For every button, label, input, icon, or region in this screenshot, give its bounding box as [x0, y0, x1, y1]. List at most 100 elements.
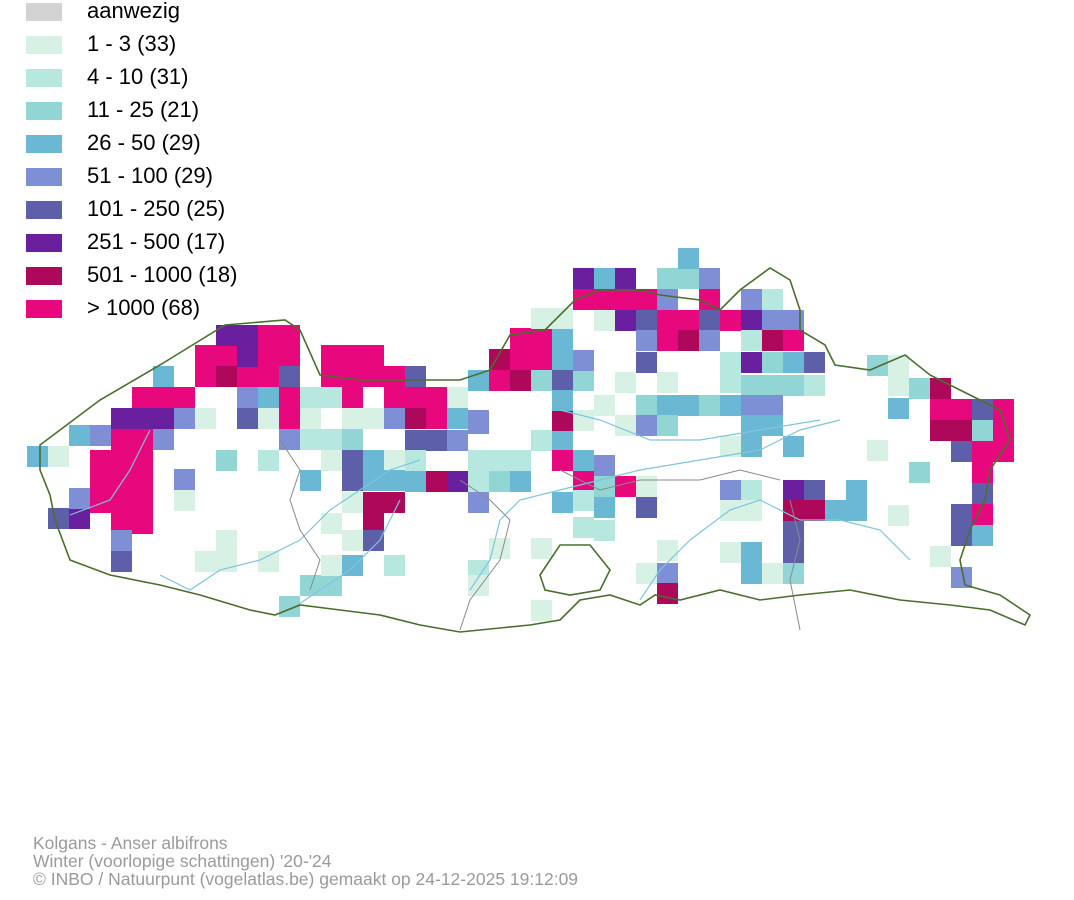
grid-cell [552, 328, 573, 349]
grid-cell [720, 310, 741, 331]
grid-cell [972, 504, 993, 525]
grid-cell [678, 248, 699, 269]
grid-cell [111, 408, 132, 429]
grid-cell [153, 387, 174, 408]
grid-cell [426, 408, 447, 429]
legend-label: 11 - 25 (21) [87, 97, 200, 122]
legend-item: 26 - 50 (29) [26, 130, 326, 155]
grid-cell [783, 563, 804, 584]
grid-cell [699, 310, 720, 331]
grid-cell [573, 450, 594, 471]
grid-cell [363, 513, 384, 534]
grid-cell [279, 387, 300, 408]
grid-cell [531, 308, 552, 329]
grid-cell [657, 268, 678, 289]
grid-cell [132, 429, 153, 450]
grid-cell [636, 352, 657, 373]
grid-cell [342, 470, 363, 491]
grid-cell [552, 410, 573, 431]
grid-cell [657, 583, 678, 604]
grid-cell [69, 425, 90, 446]
grid-cell [489, 471, 510, 492]
grid-cell [216, 325, 237, 346]
grid-cell [258, 387, 279, 408]
flanders-border [39, 267, 1032, 633]
grid-cell [846, 500, 867, 521]
legend-label: > 1000 (68) [87, 295, 201, 320]
grid-cell [972, 462, 993, 483]
grid-cell [594, 289, 615, 310]
grid-cell [321, 345, 342, 366]
grid-cell [657, 415, 678, 436]
grid-cell [636, 415, 657, 436]
grid-cell [783, 375, 804, 396]
grid-cell [720, 542, 741, 563]
grid-cell [699, 395, 720, 416]
grid-cell [111, 530, 132, 551]
grid-cell [363, 492, 384, 513]
map-footer: Kolgans - Anser albifrons Winter (voorlo… [33, 834, 578, 888]
grid-cell [447, 430, 468, 451]
grid-cell [783, 436, 804, 457]
grid-cell [741, 436, 762, 457]
grid-cell [258, 408, 279, 429]
grid-cell [699, 289, 720, 310]
grid-cell [531, 538, 552, 559]
grid-cell [972, 399, 993, 420]
grid-cell [720, 480, 741, 501]
rivers [69, 409, 911, 611]
grid-cell [342, 387, 363, 408]
grid-cell [951, 399, 972, 420]
legend-label: 51 - 100 (29) [87, 163, 213, 188]
grid-cell [237, 346, 258, 367]
grid-cell [909, 462, 930, 483]
grid-cell [594, 520, 615, 541]
grid-cell [132, 492, 153, 513]
grid-cell [867, 355, 888, 376]
grid-cell [195, 551, 216, 572]
legend-swatch [26, 300, 62, 318]
grid-cell [615, 476, 636, 497]
grid-cell [258, 450, 279, 471]
grid-cell [972, 483, 993, 504]
grid-cell [741, 480, 762, 501]
grid-cell [342, 366, 363, 387]
grid-cell [300, 387, 321, 408]
grid-cell [279, 325, 300, 346]
grid-cell [342, 345, 363, 366]
grid-cell [342, 408, 363, 429]
grid-cell [426, 387, 447, 408]
grid-cell [426, 471, 447, 492]
grid-cell [720, 500, 741, 521]
grid-cell [111, 471, 132, 492]
grid-cell [510, 370, 531, 391]
grid-cell [762, 310, 783, 331]
grid-cell [384, 408, 405, 429]
grid-cell [720, 436, 741, 457]
legend-swatch [26, 168, 62, 186]
grid-cell [762, 289, 783, 310]
grid-cell [741, 330, 762, 351]
grid-cell [258, 346, 279, 367]
grid-cell [594, 395, 615, 416]
legend-item: 101 - 250 (25) [26, 196, 326, 221]
grid-cell [300, 408, 321, 429]
grid-cell [510, 471, 531, 492]
grid-cell [678, 310, 699, 331]
grid-cell [741, 289, 762, 310]
grid-cell [321, 575, 342, 596]
grid-cell [111, 429, 132, 450]
grid-cell [258, 366, 279, 387]
grid-cell [405, 450, 426, 471]
grid-cell [279, 429, 300, 450]
grid-cell [531, 328, 552, 349]
grid-cell [174, 387, 195, 408]
grid-cell [552, 308, 573, 329]
grid-cell [132, 387, 153, 408]
grid-cell [363, 450, 384, 471]
grid-cell [972, 420, 993, 441]
grid-cell [951, 441, 972, 462]
grid-cell [489, 370, 510, 391]
legend-swatch [26, 234, 62, 252]
grid-cell [888, 398, 909, 419]
